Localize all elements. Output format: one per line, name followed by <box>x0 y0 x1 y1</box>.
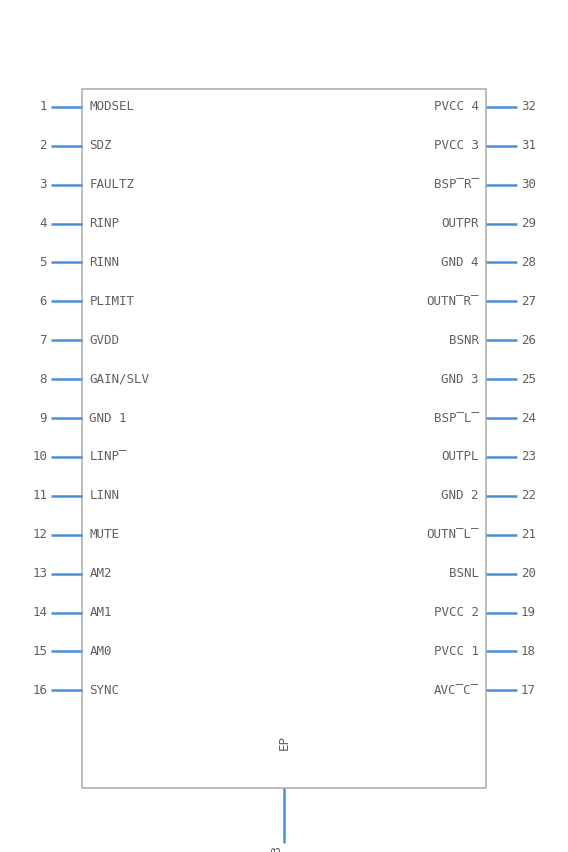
Text: MODSEL: MODSEL <box>89 101 135 113</box>
Text: 13: 13 <box>32 567 47 580</box>
Text: BSP̅L̅: BSP̅L̅ <box>433 412 479 424</box>
Text: OUTPL: OUTPL <box>441 451 479 463</box>
Text: GND 4: GND 4 <box>441 256 479 269</box>
Text: 28: 28 <box>521 256 536 269</box>
Text: 1: 1 <box>40 101 47 113</box>
Text: 14: 14 <box>32 606 47 619</box>
Text: PVCC 1: PVCC 1 <box>433 645 479 658</box>
Text: 17: 17 <box>521 684 536 697</box>
Text: AM0: AM0 <box>89 645 112 658</box>
Text: 29: 29 <box>521 217 536 230</box>
Text: MUTE: MUTE <box>89 528 119 541</box>
Text: 10: 10 <box>32 451 47 463</box>
Text: 18: 18 <box>521 645 536 658</box>
Text: 4: 4 <box>40 217 47 230</box>
Text: 20: 20 <box>521 567 536 580</box>
Text: 25: 25 <box>521 372 536 386</box>
Text: 33: 33 <box>270 845 283 852</box>
Text: RINP: RINP <box>89 217 119 230</box>
Text: AM1: AM1 <box>89 606 112 619</box>
Text: 11: 11 <box>32 489 47 503</box>
Text: FAULTZ: FAULTZ <box>89 178 135 191</box>
Text: 26: 26 <box>521 334 536 347</box>
Bar <box>82 89 486 788</box>
Text: PVCC 4: PVCC 4 <box>433 101 479 113</box>
Text: SDZ: SDZ <box>89 140 112 153</box>
Text: BSP̅R̅: BSP̅R̅ <box>433 178 479 191</box>
Text: 30: 30 <box>521 178 536 191</box>
Text: 27: 27 <box>521 295 536 308</box>
Text: LINP̅: LINP̅ <box>89 451 127 463</box>
Text: 16: 16 <box>32 684 47 697</box>
Text: 21: 21 <box>521 528 536 541</box>
Text: OUTN̅L̅: OUTN̅L̅ <box>426 528 479 541</box>
Text: AM2: AM2 <box>89 567 112 580</box>
Text: 19: 19 <box>521 606 536 619</box>
Text: AVC̅C̅: AVC̅C̅ <box>433 684 479 697</box>
Text: BSNR: BSNR <box>449 334 479 347</box>
Text: 5: 5 <box>40 256 47 269</box>
Text: GVDD: GVDD <box>89 334 119 347</box>
Text: GAIN/SLV: GAIN/SLV <box>89 372 149 386</box>
Text: PVCC 2: PVCC 2 <box>433 606 479 619</box>
Text: 31: 31 <box>521 140 536 153</box>
Text: 9: 9 <box>40 412 47 424</box>
Text: GND 3: GND 3 <box>441 372 479 386</box>
Text: GND 2: GND 2 <box>441 489 479 503</box>
Text: 6: 6 <box>40 295 47 308</box>
Text: 32: 32 <box>521 101 536 113</box>
Text: 12: 12 <box>32 528 47 541</box>
Text: OUTN̅R̅: OUTN̅R̅ <box>426 295 479 308</box>
Text: GND 1: GND 1 <box>89 412 127 424</box>
Text: SYNC: SYNC <box>89 684 119 697</box>
Text: LINN: LINN <box>89 489 119 503</box>
Text: OUTPR: OUTPR <box>441 217 479 230</box>
Text: BSNL: BSNL <box>449 567 479 580</box>
Text: 2: 2 <box>40 140 47 153</box>
Text: 24: 24 <box>521 412 536 424</box>
Text: 22: 22 <box>521 489 536 503</box>
Text: 8: 8 <box>40 372 47 386</box>
Text: PVCC 3: PVCC 3 <box>433 140 479 153</box>
Text: RINN: RINN <box>89 256 119 269</box>
Text: PLIMIT: PLIMIT <box>89 295 135 308</box>
Text: 7: 7 <box>40 334 47 347</box>
Text: 3: 3 <box>40 178 47 191</box>
Text: 23: 23 <box>521 451 536 463</box>
Text: 15: 15 <box>32 645 47 658</box>
Text: EP: EP <box>278 735 290 751</box>
